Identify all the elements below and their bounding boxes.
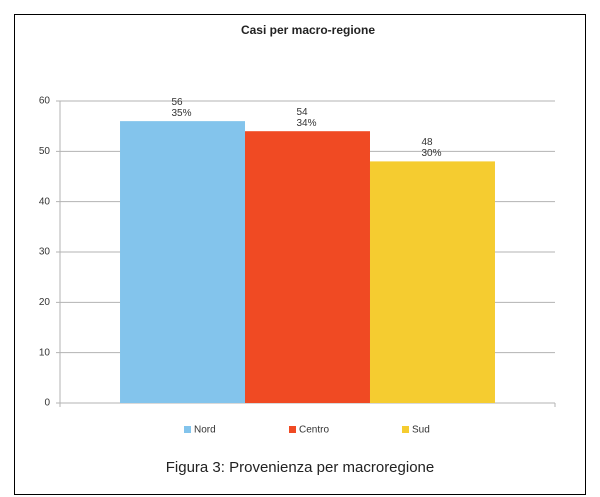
chart-title: Casi per macro-regione: [241, 23, 375, 37]
legend-label: Centro: [299, 425, 329, 436]
share-label: 35%: [172, 108, 192, 119]
share-label: 34%: [297, 118, 317, 129]
y-tick-label: 20: [39, 297, 51, 308]
legend-label: Sud: [412, 425, 430, 436]
bar: [369, 161, 495, 403]
y-tick-label: 60: [39, 96, 51, 107]
y-tick-label: 10: [39, 347, 51, 358]
y-tick-label: 40: [39, 196, 51, 207]
bar: [245, 131, 370, 403]
y-tick-label: 50: [39, 146, 51, 157]
caption: Figura 3: Provenienza per macroregione: [166, 459, 434, 476]
legend-swatch: [402, 426, 409, 433]
legend-label: Nord: [194, 425, 216, 436]
data-label: 48: [421, 137, 433, 148]
data-label: 56: [172, 97, 184, 108]
y-tick-label: 0: [44, 398, 50, 409]
legend-swatch: [184, 426, 191, 433]
share-label: 30%: [421, 148, 441, 159]
legend-swatch: [289, 426, 296, 433]
bar: [120, 121, 246, 403]
data-label: 54: [297, 107, 309, 118]
y-tick-label: 30: [39, 247, 51, 258]
